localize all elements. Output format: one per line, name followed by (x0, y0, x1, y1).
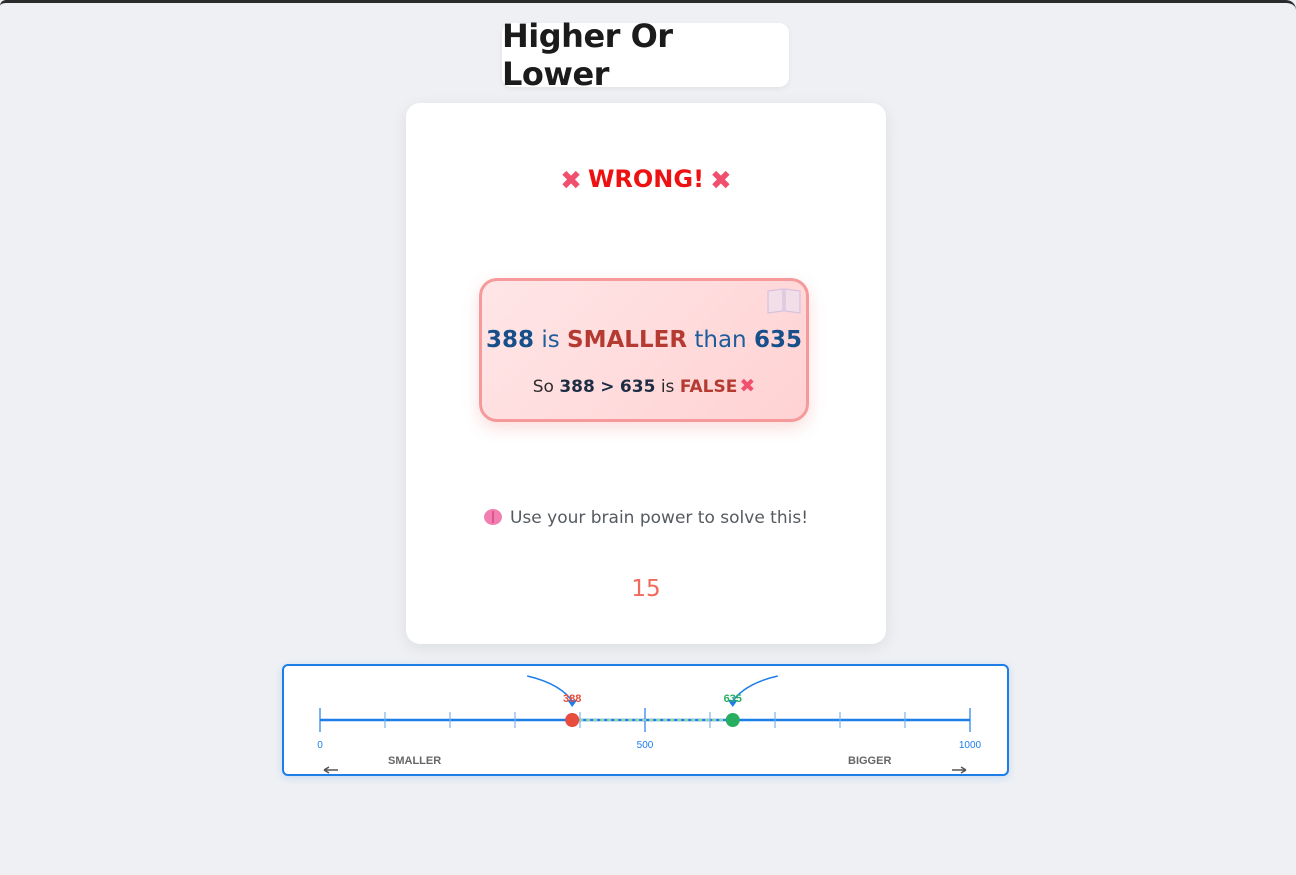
verdict-word: FALSE (679, 377, 738, 397)
left-arrow-icon (323, 766, 338, 774)
cross-mark-icon: ✖ (710, 166, 732, 196)
cross-mark-icon: ✖ (560, 166, 582, 196)
brain-icon (483, 509, 502, 525)
verdict-left-number: 388 (559, 377, 595, 397)
hint-message: Use your brain power to solve this! (406, 508, 886, 528)
relation-word: SMALLER (567, 327, 688, 353)
number-line-label: 0 (317, 740, 323, 751)
number-line: 0 500 1000 388 635 SMALLER BIGGER (317, 675, 982, 774)
marker-dot (725, 713, 740, 727)
hint-text: Use your brain power to solve this! (509, 508, 809, 528)
bigger-caption: BIGGER (848, 755, 891, 767)
countdown-timer: 15 (631, 576, 661, 602)
cross-mark-icon: ✖ (739, 375, 756, 397)
so-word: So (532, 377, 554, 397)
page-title: Higher Or Lower (502, 17, 673, 93)
result-message: ✖ WRONG! ✖ (406, 165, 886, 196)
marker-pointer-head (567, 700, 578, 707)
is-word: is (541, 327, 560, 353)
number-line-label: 1000 (959, 740, 982, 751)
verdict-right-number: 635 (619, 377, 656, 397)
title-card: Higher Or Lower (502, 17, 789, 93)
marker-value-label: 388 (563, 693, 581, 705)
open-book-icon (767, 288, 801, 314)
number-line-panel: 0 500 1000 388 635 SMALLER BIGGER (282, 664, 1009, 776)
smaller-caption: SMALLER (388, 755, 441, 767)
marker-value-label: 635 (724, 693, 742, 705)
right-arrow-icon (952, 766, 967, 774)
game-card: ✖ WRONG! ✖ 388 is SMALLER than 635 So 388 … (406, 103, 886, 644)
verdict-is-word: is (660, 377, 675, 397)
marker-pointer-head (727, 700, 738, 707)
left-number: 388 (486, 327, 535, 353)
right-number: 635 (753, 327, 802, 353)
verdict-operator: > (600, 377, 615, 397)
verdict-statement: So 388 > 635 is FALSE ✖ (482, 375, 806, 397)
marker-dot (565, 713, 580, 727)
number-line-label: 500 (637, 740, 654, 751)
result-text: WRONG! (587, 165, 705, 193)
explanation-box: 388 is SMALLER than 635 So 388 > 635 is … (479, 278, 809, 422)
than-word: than (694, 327, 747, 353)
comparison-statement: 388 is SMALLER than 635 (482, 327, 806, 353)
